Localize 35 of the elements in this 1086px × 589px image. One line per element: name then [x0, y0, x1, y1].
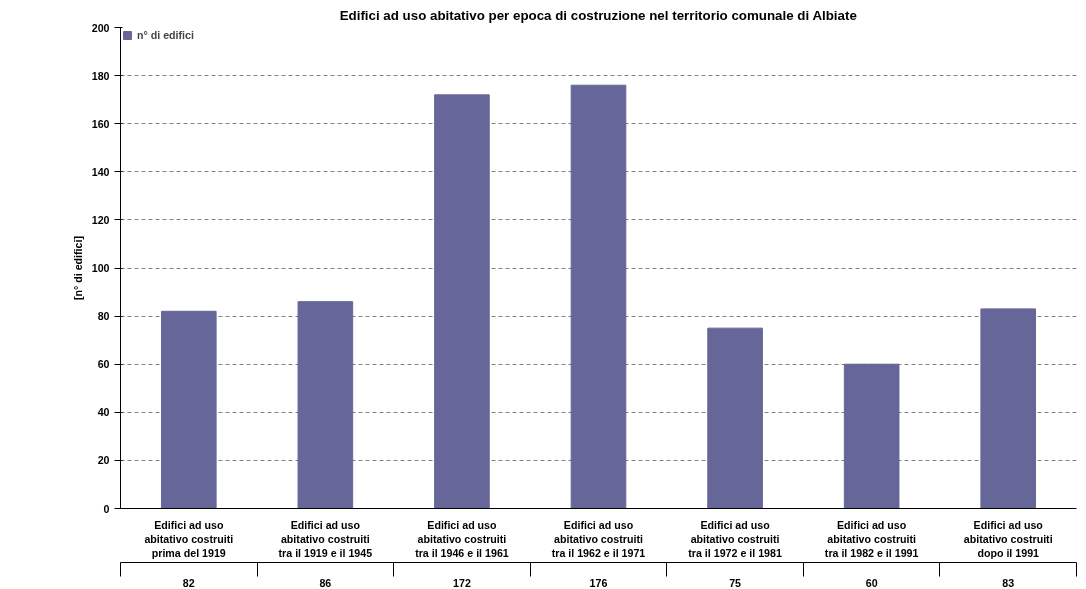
- data-label: 86: [319, 576, 332, 589]
- data-label: 82: [182, 576, 195, 589]
- y-tick-label: 40: [97, 406, 110, 419]
- data-label: 176: [589, 576, 608, 589]
- bar: [160, 310, 217, 509]
- x-tick-label: Edifici ad uso abitativo costruiti prima del 1919: [144, 518, 234, 560]
- y-tick-label: 100: [91, 262, 110, 274]
- legend-label: n° di edifici: [137, 29, 194, 41]
- x-tick-label: Edifici ad uso abitativo costruiti tra il 1919 e il 1945: [278, 518, 373, 560]
- y-tick-label: 20: [97, 454, 110, 467]
- x-tick-label: Edifici ad uso abitativo costruiti tra il 1962 e il 1971: [551, 518, 646, 560]
- data-label: 172: [453, 576, 471, 589]
- y-axis-title: [n° di edifici]: [71, 235, 84, 301]
- y-tick-label: 120: [91, 213, 110, 226]
- data-label: 75: [729, 576, 742, 589]
- x-tick-label: Edifici ad uso abitativo costruiti dopo il 1991: [963, 518, 1053, 560]
- x-tick-label: Edifici ad uso abitativo costruiti tra il 1982 e il 1991: [824, 518, 919, 560]
- chart-title: Edifici ad uso abitativo per epoca di costruzione nel territorio comunale di Albiate: [339, 7, 857, 23]
- bar: [570, 84, 627, 509]
- y-tick-label: 80: [97, 310, 110, 323]
- y-tick-label: 180: [91, 69, 110, 82]
- bar: [434, 94, 490, 509]
- x-tick-label: Edifici ad uso abitativo costruiti tra il 1946 e il 1961: [415, 518, 509, 560]
- bar: [707, 327, 763, 509]
- bar: [843, 363, 900, 509]
- bar: [297, 301, 354, 509]
- bar: [980, 308, 1037, 509]
- y-tick-label: 200: [91, 21, 110, 34]
- y-tick-label: 0: [103, 502, 110, 515]
- x-tick-label: Edifici ad uso abitativo costruiti tra il 1972 e il 1981: [688, 518, 782, 560]
- y-tick-label: 160: [91, 117, 110, 130]
- data-label: 60: [865, 576, 878, 589]
- y-tick-label: 60: [97, 358, 110, 371]
- y-tick-label: 140: [91, 165, 110, 178]
- data-label: 83: [1002, 576, 1015, 589]
